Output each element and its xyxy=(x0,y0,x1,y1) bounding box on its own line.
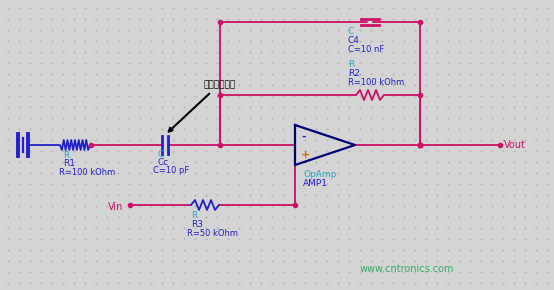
Text: R2: R2 xyxy=(348,69,360,78)
Text: AMP1: AMP1 xyxy=(303,179,328,188)
Text: R=100 kOhm: R=100 kOhm xyxy=(348,78,404,87)
Text: C: C xyxy=(157,150,163,159)
Text: OpAmp: OpAmp xyxy=(303,170,336,179)
Text: R: R xyxy=(63,151,69,160)
Text: +: + xyxy=(301,150,310,160)
Text: R: R xyxy=(348,60,354,69)
Text: 引腳分布電容: 引腳分布電容 xyxy=(169,80,235,132)
Text: C=10 nF: C=10 nF xyxy=(348,45,384,54)
Text: R=50 kOhm: R=50 kOhm xyxy=(187,229,238,238)
Text: www.cntronics.com: www.cntronics.com xyxy=(360,264,454,274)
Text: Cc: Cc xyxy=(157,158,168,167)
Text: Vin: Vin xyxy=(108,202,124,212)
Text: R1: R1 xyxy=(63,159,75,168)
Text: C=10 pF: C=10 pF xyxy=(153,166,189,175)
Text: R: R xyxy=(191,211,197,220)
Text: Vout: Vout xyxy=(504,140,526,150)
Text: R=100 kOhm: R=100 kOhm xyxy=(59,168,115,177)
Text: R3: R3 xyxy=(191,220,203,229)
Text: -: - xyxy=(301,132,306,142)
Text: C4: C4 xyxy=(348,36,360,45)
Text: C: C xyxy=(348,27,354,36)
